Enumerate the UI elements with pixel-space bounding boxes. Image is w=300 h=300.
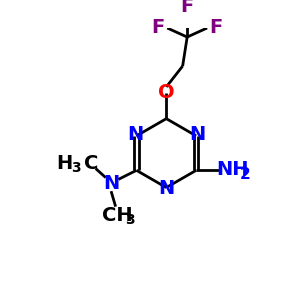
Text: C: C: [84, 154, 98, 172]
Text: N: N: [189, 125, 205, 145]
Text: 3: 3: [125, 213, 135, 227]
Text: H: H: [56, 154, 72, 172]
Text: N: N: [128, 125, 144, 145]
Text: CH: CH: [102, 206, 133, 225]
Text: 2: 2: [240, 167, 250, 182]
Text: NH: NH: [216, 160, 249, 179]
Text: F: F: [152, 18, 165, 37]
Text: 3: 3: [71, 160, 80, 175]
Text: N: N: [158, 179, 174, 198]
Text: N: N: [103, 174, 119, 194]
Text: F: F: [210, 18, 223, 37]
Text: F: F: [181, 0, 194, 16]
Text: O: O: [158, 83, 175, 102]
